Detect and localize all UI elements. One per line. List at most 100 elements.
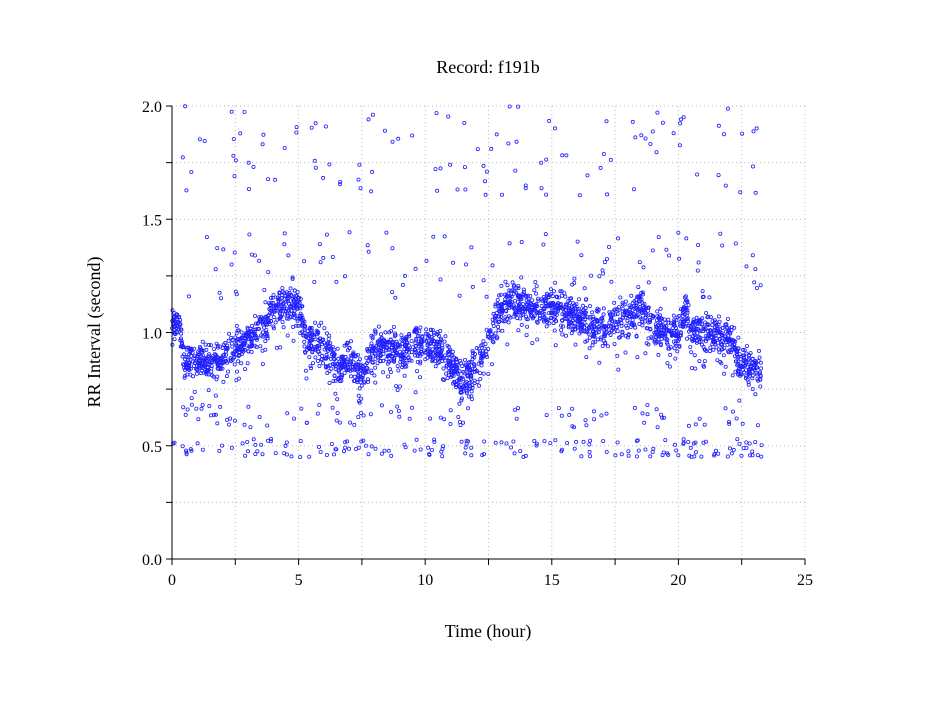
axes: 0 5 10 15 20 25 0.0 0.5 1.0 1.5 2.0 — [142, 99, 813, 589]
data-point — [604, 326, 609, 331]
data-point — [536, 310, 541, 315]
data-point — [746, 358, 751, 363]
data-point — [345, 340, 350, 345]
data-point — [271, 326, 276, 331]
data-point — [292, 416, 297, 421]
data-point — [338, 375, 343, 380]
data-point — [419, 351, 424, 356]
data-point — [284, 440, 289, 445]
data-point — [613, 453, 618, 458]
data-point — [449, 353, 454, 358]
data-point — [207, 403, 212, 408]
data-point — [718, 231, 723, 236]
data-point — [238, 339, 243, 344]
data-point — [646, 320, 651, 325]
data-point — [534, 284, 539, 289]
data-point — [476, 346, 481, 351]
data-point — [563, 316, 568, 321]
data-point — [490, 317, 495, 322]
data-point — [370, 360, 375, 365]
data-point — [374, 343, 379, 348]
data-point — [507, 288, 512, 293]
data-point — [382, 448, 387, 453]
data-point — [294, 300, 299, 305]
data-point — [611, 309, 616, 314]
data-point — [221, 247, 226, 252]
data-point — [370, 336, 375, 341]
data-point — [263, 315, 268, 320]
data-point — [277, 290, 282, 295]
data-point — [693, 422, 698, 427]
data-point — [678, 330, 683, 335]
data-point — [696, 319, 701, 324]
data-point — [203, 342, 208, 347]
data-point — [316, 444, 321, 449]
data-point — [656, 334, 661, 339]
data-point — [388, 337, 393, 342]
data-point — [758, 283, 763, 288]
data-point — [281, 308, 286, 313]
data-point — [253, 333, 258, 338]
data-point — [304, 376, 309, 381]
data-point — [585, 173, 590, 178]
data-point — [458, 387, 463, 392]
data-point — [512, 451, 517, 456]
data-point — [672, 318, 677, 323]
data-point — [655, 110, 660, 115]
data-point — [317, 323, 322, 328]
data-point — [740, 131, 745, 136]
data-point — [744, 264, 749, 269]
data-point — [460, 384, 465, 389]
data-point — [446, 366, 451, 371]
data-point — [560, 318, 565, 323]
data-point — [469, 245, 474, 250]
data-point — [600, 315, 605, 320]
data-point — [291, 338, 296, 343]
data-point — [338, 179, 343, 184]
data-point — [320, 361, 325, 366]
data-point — [549, 315, 554, 320]
data-point — [303, 350, 308, 355]
data-point — [710, 342, 715, 347]
data-point — [453, 384, 458, 389]
data-point — [479, 355, 484, 360]
data-point — [429, 335, 434, 340]
data-point — [309, 328, 314, 333]
data-point — [494, 310, 499, 315]
data-point — [531, 315, 536, 320]
data-point — [540, 313, 545, 318]
data-point — [645, 305, 650, 310]
data-point — [731, 447, 736, 452]
data-point — [591, 331, 596, 336]
data-point — [329, 441, 334, 446]
data-point — [203, 369, 208, 374]
data-point — [712, 318, 717, 323]
data-point — [532, 288, 537, 293]
data-point — [658, 343, 663, 348]
data-point — [410, 345, 415, 350]
data-point — [715, 358, 720, 363]
data-point — [318, 449, 323, 454]
data-point — [264, 328, 269, 333]
data-point — [524, 314, 529, 319]
data-point — [292, 305, 297, 310]
data-point — [742, 348, 747, 353]
data-point — [239, 361, 244, 366]
data-point — [525, 324, 530, 329]
data-point — [355, 380, 360, 385]
data-point — [733, 339, 738, 344]
data-point — [255, 449, 260, 454]
data-point — [290, 276, 295, 281]
data-point — [270, 311, 275, 316]
data-point — [685, 336, 690, 341]
data-point — [356, 393, 361, 398]
data-point — [402, 342, 407, 347]
data-point — [249, 337, 254, 342]
data-point — [330, 254, 335, 259]
data-point — [208, 343, 213, 348]
data-point — [448, 347, 453, 352]
data-point — [317, 402, 322, 407]
data-point — [755, 453, 760, 458]
data-point — [637, 321, 642, 326]
data-point — [620, 300, 625, 305]
